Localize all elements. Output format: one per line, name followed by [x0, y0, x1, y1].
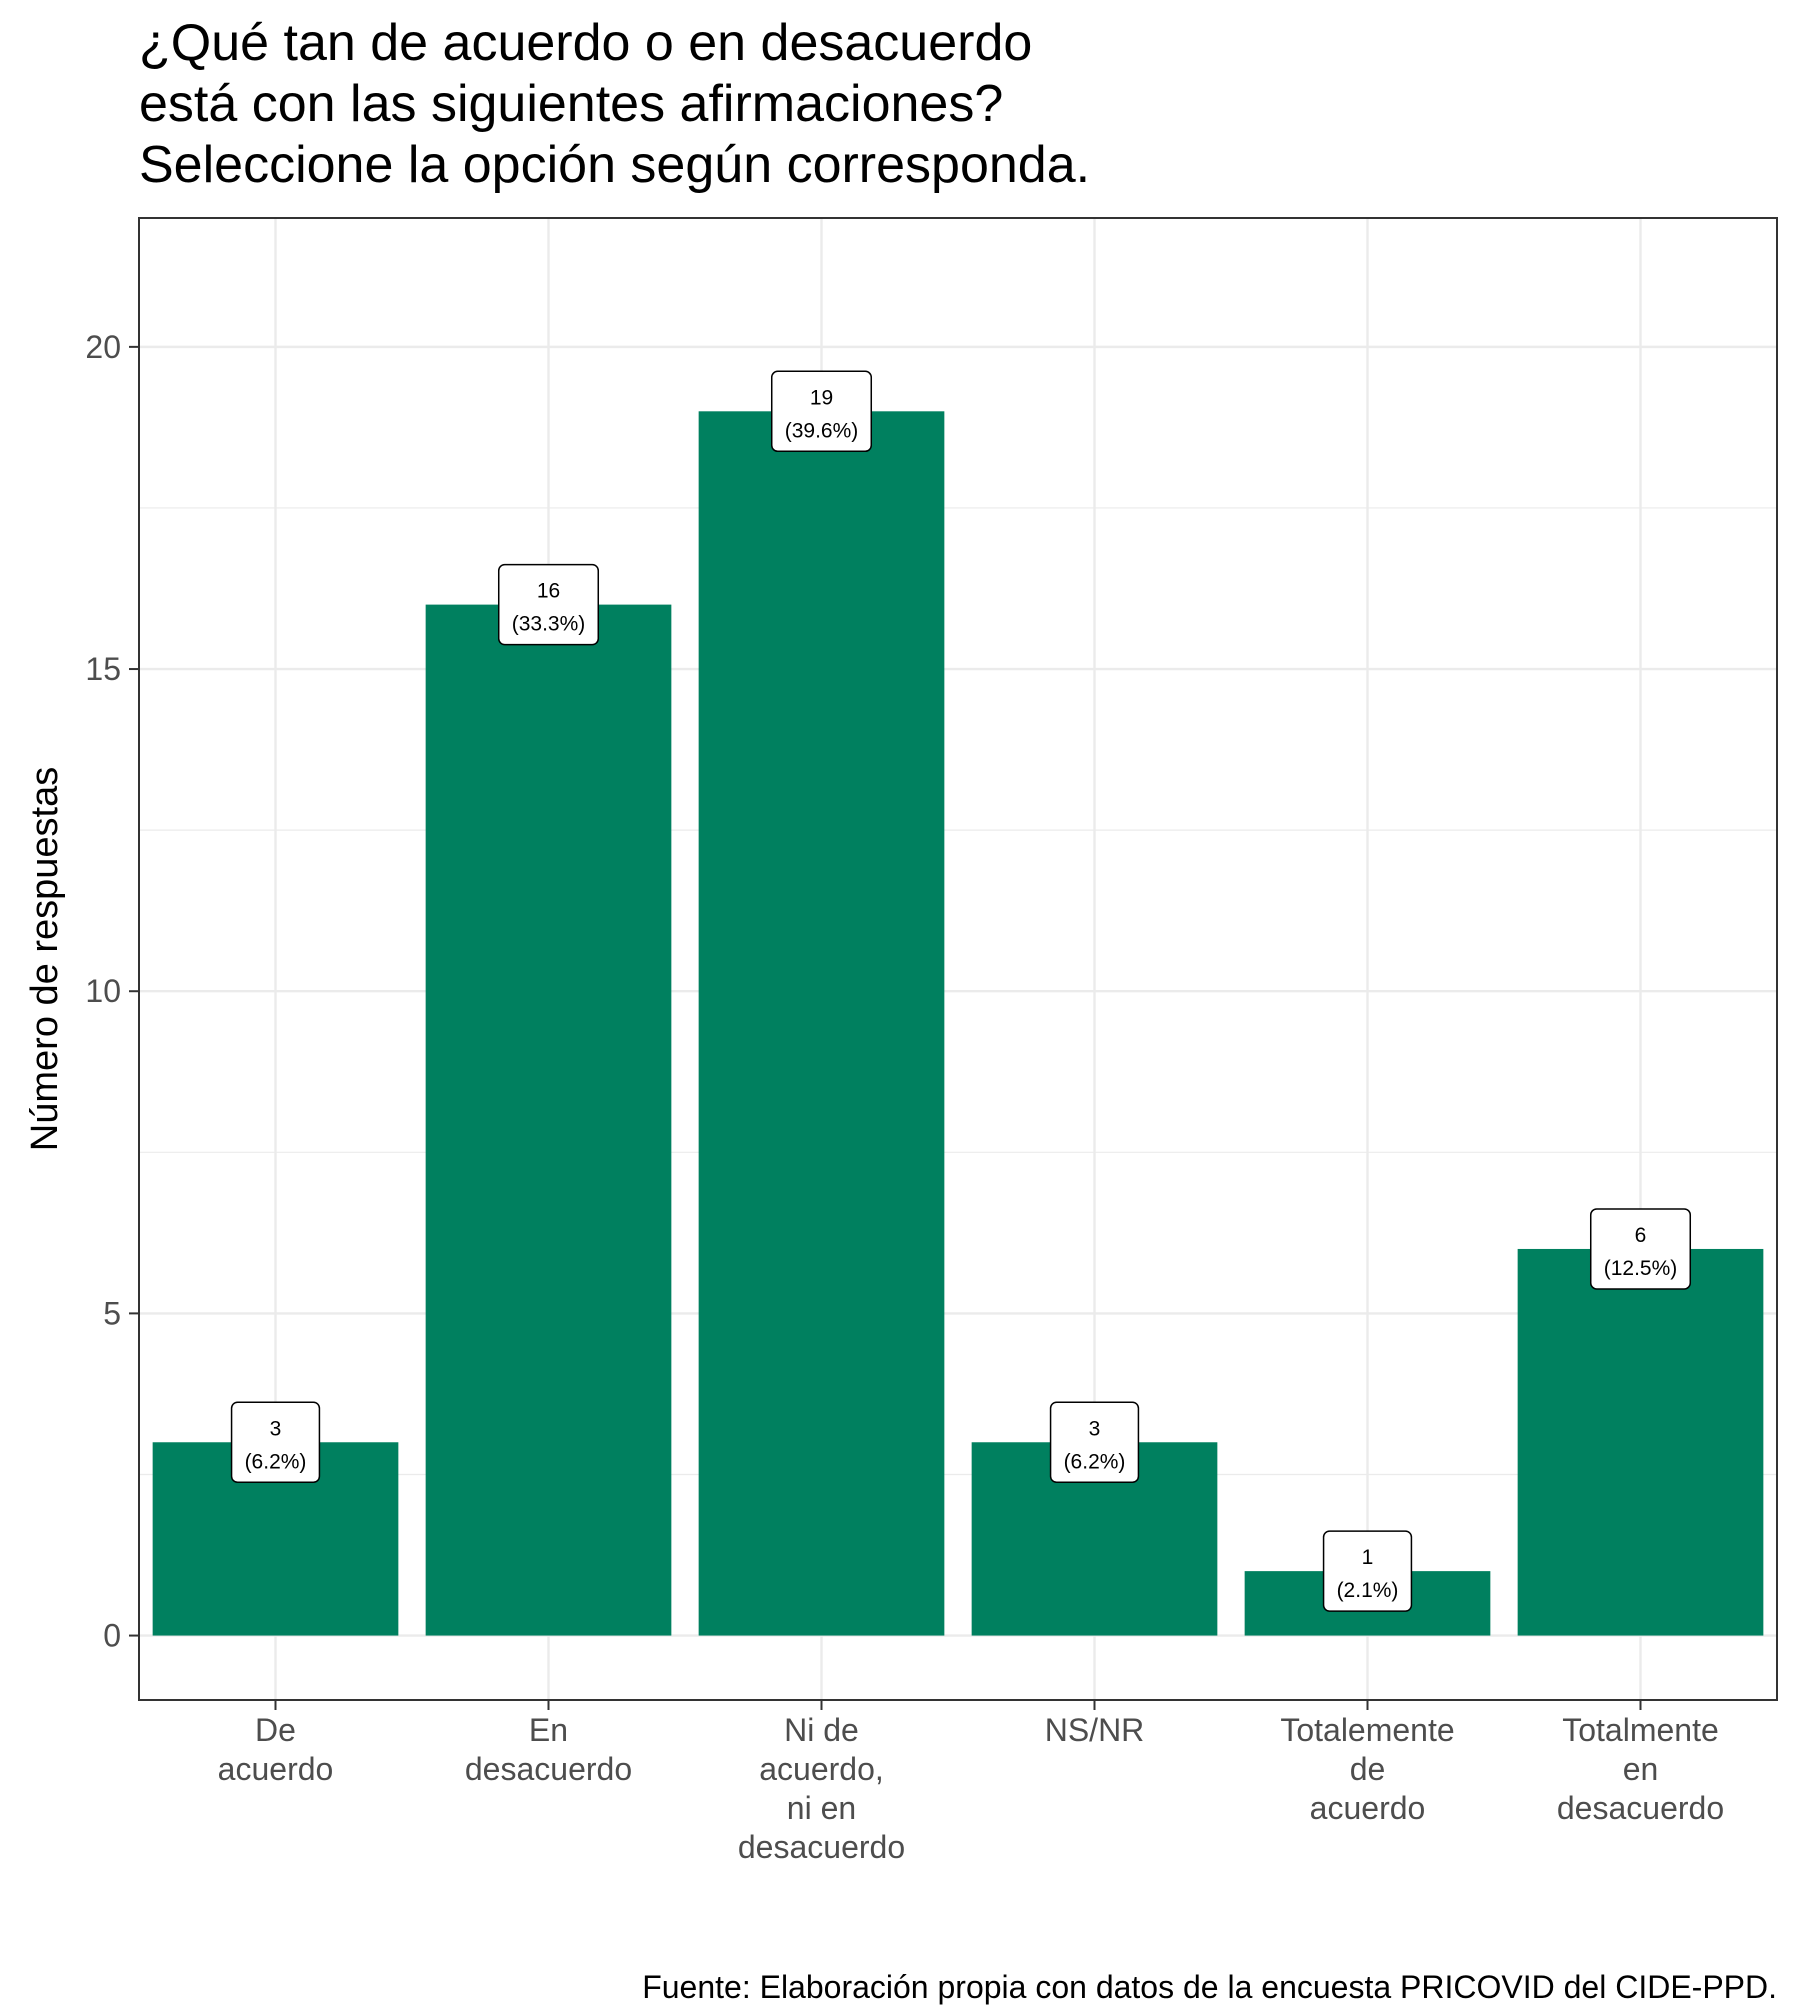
plot-panel-border [138, 217, 1778, 1701]
data-label-count: 6 [1635, 1224, 1647, 1247]
data-labels: 3 (6.2%) 16 (33.3%) 19 (39.6%) 3 (6.2%) 1 (2.1%) 6… [230, 370, 1692, 1612]
data-label-box [497, 563, 600, 646]
y-tick-label: 10 [85, 973, 121, 1009]
data-label: 3 (6.2%) [230, 1401, 321, 1484]
data-label-count: 3 [270, 1417, 282, 1440]
bar [698, 411, 945, 1636]
x-tick-label: De acuerdo [218, 1712, 334, 1787]
data-label-count: 3 [1089, 1417, 1101, 1440]
data-label: 19 (39.6%) [770, 370, 873, 453]
y-tick-label: 5 [103, 1295, 121, 1331]
data-label: 16 (33.3%) [497, 563, 600, 646]
x-tick-label: Totalmente en desacuerdo [1557, 1712, 1724, 1826]
x-tick-label: NS/NR [1045, 1712, 1145, 1748]
data-label-count: 1 [1362, 1546, 1374, 1569]
data-label-percent: (39.6%) [785, 419, 859, 442]
data-label-percent: (6.2%) [1064, 1450, 1126, 1473]
bars [152, 411, 1764, 1636]
data-label-percent: (33.3%) [512, 613, 586, 636]
x-tick-label: En desacuerdo [465, 1712, 632, 1787]
y-tick-label: 20 [85, 329, 121, 365]
grid-lines [139, 218, 1777, 1700]
plot-panel-background [139, 218, 1777, 1700]
y-tick-label: 0 [103, 1618, 121, 1654]
chart-title: ¿Qué tan de acuerdo o en desacuerdo está… [139, 14, 1090, 194]
data-label-count: 19 [810, 386, 833, 409]
data-label-box [1322, 1530, 1413, 1612]
data-label: 6 (12.5%) [1589, 1208, 1692, 1290]
data-label-box [1589, 1208, 1692, 1290]
y-axis-title: Número de respuestas [24, 767, 66, 1151]
y-axis: 0 5 10 15 20 [85, 329, 139, 1654]
chart-title-line-1: ¿Qué tan de acuerdo o en desacuerdo [139, 14, 1032, 72]
chart-title-line-3: Seleccione la opción según corresponda. [139, 136, 1090, 194]
x-axis: De acuerdo En desacuerdo Ni de acuerdo, ni en d… [218, 1700, 1724, 1865]
data-label-percent: (2.1%) [1337, 1579, 1399, 1602]
bar [1517, 1248, 1764, 1636]
data-label-box [1049, 1401, 1140, 1484]
data-label-count: 16 [537, 580, 560, 603]
data-label-box [230, 1401, 321, 1484]
data-label-box [770, 370, 873, 453]
x-tick-label: Ni de acuerdo, ni en desacuerdo [738, 1712, 905, 1865]
x-tick-label: Totalemente de acuerdo [1280, 1712, 1454, 1826]
y-tick-label: 15 [85, 651, 121, 687]
data-label-percent: (12.5%) [1604, 1257, 1678, 1280]
data-label: 1 (2.1%) [1322, 1530, 1413, 1612]
data-label: 3 (6.2%) [1049, 1401, 1140, 1484]
chart-title-line-2: está con las siguientes afirmaciones? [139, 75, 1003, 133]
bar [425, 604, 672, 1636]
chart-caption: Fuente: Elaboración propia con datos de … [642, 1969, 1777, 2005]
data-label-percent: (6.2%) [245, 1450, 307, 1473]
